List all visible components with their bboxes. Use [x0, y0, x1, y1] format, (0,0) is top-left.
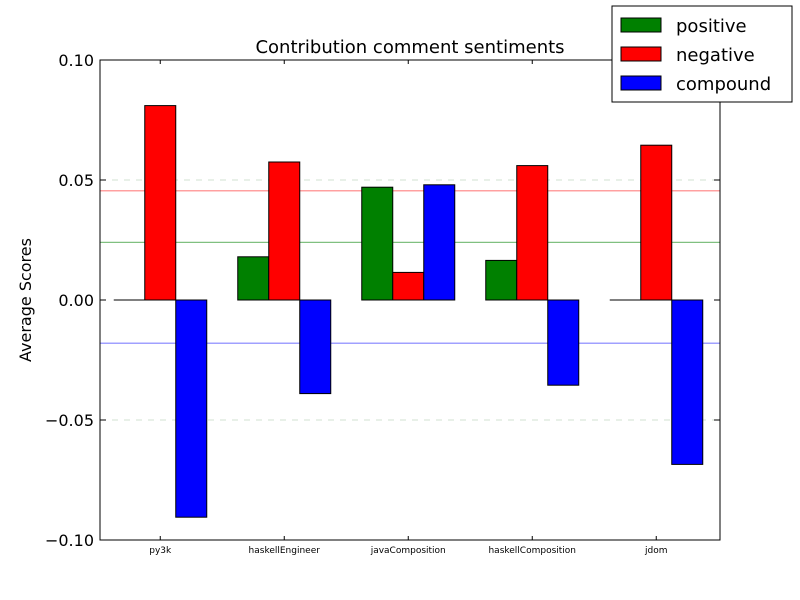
- bar-compound-jdom: [671, 299, 704, 465]
- legend-label-positive: positive: [676, 16, 747, 37]
- y-tick-label: −0.10: [45, 531, 94, 550]
- legend-swatch-positive: [620, 17, 662, 33]
- bar-compound-javaComposition: [423, 184, 456, 301]
- grid: [100, 179, 720, 421]
- bar-negative-haskellEngineer: [268, 161, 301, 301]
- x-tick-label: py3k: [149, 546, 172, 556]
- legend: positive negative compound: [611, 5, 793, 103]
- bar-compound-haskellEngineer: [299, 299, 332, 395]
- bar-compound-py3k: [175, 299, 208, 518]
- bar-negative-javaComposition: [392, 271, 425, 301]
- y-axis-label: Average Scores: [16, 238, 35, 362]
- bar-positive-haskellEngineer: [237, 256, 270, 301]
- bar-negative-haskellComposition: [516, 165, 549, 301]
- x-tick-label: jdom: [644, 546, 668, 556]
- bars: [113, 105, 704, 518]
- x-tick-label: haskellEngineer: [249, 546, 321, 556]
- y-tick-label: 0.00: [58, 291, 94, 310]
- bar-positive-javaComposition: [361, 186, 394, 301]
- bar-negative-jdom: [640, 144, 673, 301]
- legend-swatch-compound: [620, 75, 662, 91]
- legend-swatch-negative: [620, 46, 662, 62]
- legend-label-compound: compound: [676, 74, 771, 95]
- chart-title: Contribution comment sentiments: [255, 37, 564, 58]
- y-tick-label: 0.10: [58, 51, 94, 70]
- axes: py3k haskellEngineer javaComposition haskel…: [45, 51, 721, 556]
- bar-negative-py3k: [144, 105, 177, 301]
- bar-compound-haskellComposition: [547, 299, 580, 386]
- y-tick-label: 0.05: [58, 171, 94, 190]
- y-tick-label: −0.05: [45, 411, 94, 430]
- x-tick-label: javaComposition: [370, 546, 446, 556]
- legend-label-negative: negative: [676, 45, 755, 66]
- bar-positive-haskellComposition: [485, 259, 518, 301]
- x-tick-label: haskellComposition: [488, 546, 576, 556]
